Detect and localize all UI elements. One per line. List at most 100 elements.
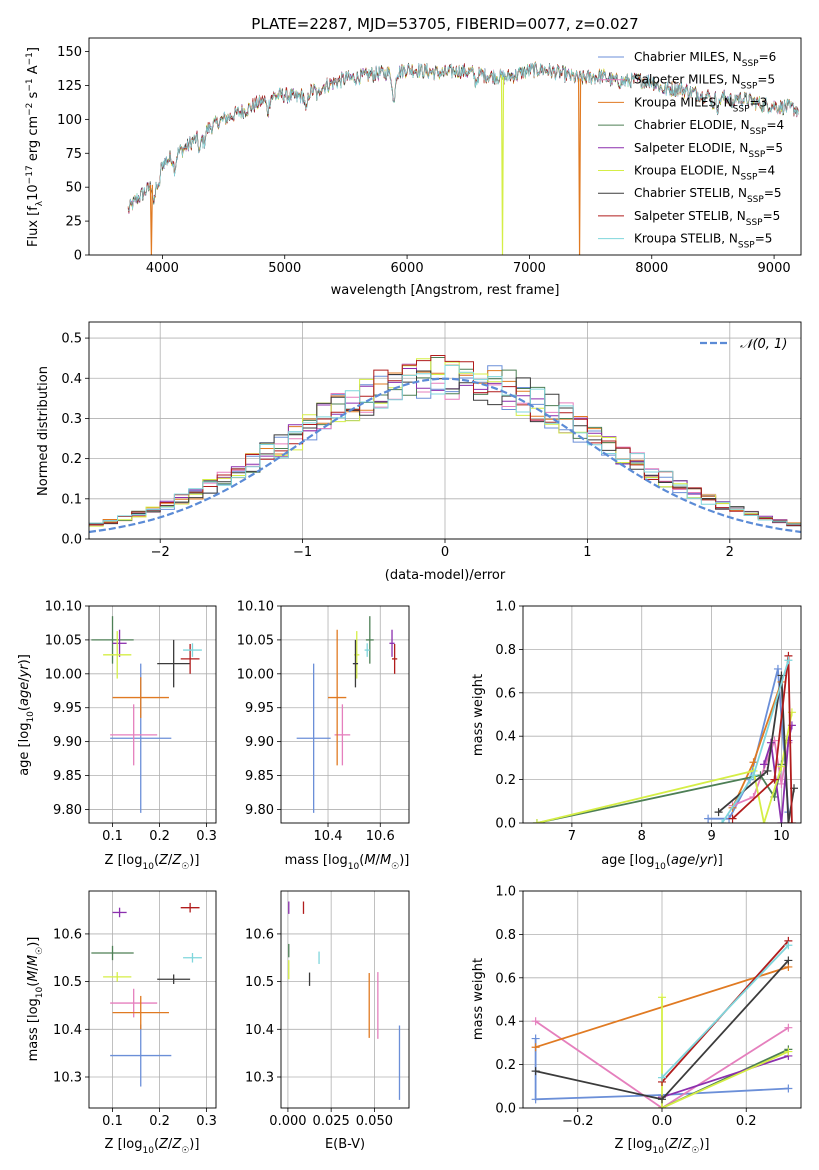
label-part: )] <box>17 654 32 664</box>
legend-label: Chabrier ELODIE, NSSP=4 <box>634 118 784 137</box>
errorbar-point <box>364 643 370 657</box>
label-part: ] <box>26 47 41 52</box>
axes-age_vs_Z: 0.1 0.2 0.3 9.80 9.85 9.90 9.95 10.00 10.05 10.10… <box>17 600 217 873</box>
label-part: =4 <box>757 164 775 178</box>
errorbar-point <box>91 945 134 961</box>
label-part: )] <box>26 937 41 947</box>
axes-frame <box>88 605 217 824</box>
label-part: age [log <box>17 723 32 776</box>
weight-marker <box>714 808 723 817</box>
label-part: )] <box>189 853 199 868</box>
tick-label-y: 0.2 <box>61 452 82 467</box>
label-part: =5 <box>755 232 773 246</box>
errorbar-point <box>183 643 202 657</box>
label-part: ( <box>359 853 364 868</box>
tick-label-y: 25 <box>65 215 82 230</box>
label-part: SSP <box>738 241 755 251</box>
label-part: s <box>26 91 41 102</box>
weight-marker <box>784 819 793 823</box>
label-part: SSP <box>733 104 750 114</box>
tick-label-x: 0.1 <box>102 1114 123 1129</box>
tick-label-x: 8 <box>638 829 646 844</box>
weight-marker <box>658 1073 666 1082</box>
tick-label-y: 0.6 <box>495 686 516 701</box>
label-part: )] <box>189 1137 199 1152</box>
tick-label-x: 10.4 <box>314 829 343 844</box>
errorbar-point <box>183 953 202 963</box>
weight-marker <box>784 956 793 965</box>
axes-frame <box>280 605 410 824</box>
tick-label-x: 0 <box>441 545 449 560</box>
label-part: age <box>671 853 695 868</box>
weight-marker <box>531 1043 540 1052</box>
label-part: Salpeter MILES, N <box>634 73 741 87</box>
label-part: =5 <box>765 141 783 155</box>
tick-label-y: 0.4 <box>495 1015 516 1030</box>
label-part: Chabrier STELIB, N <box>634 186 747 200</box>
label-part: Salpeter STELIB, N <box>634 209 746 223</box>
tick-label-x: 0.3 <box>196 1114 217 1129</box>
spectrum-dropout <box>500 77 505 255</box>
label-part: Z <box>681 1137 692 1152</box>
axes-weights_vs_Z: −0.2 0.0 0.20.00.20.40.60.81.0Z [log10(Z/Z… <box>471 885 802 1156</box>
label-part: 10 <box>142 862 154 872</box>
legend-label: Chabrier STELIB, NSSP=5 <box>634 186 782 205</box>
errorbar-point <box>328 629 347 766</box>
axes-mass_vs_Z: 0.1 0.2 0.310.310.410.510.6Z [log10(Z/Z☉)]… <box>26 890 217 1156</box>
tick-label-y: 0.2 <box>495 773 516 788</box>
tick-label-y: 0.5 <box>61 332 82 347</box>
plot-area-mass_vs_EBV <box>288 901 401 1100</box>
tick-label-y: 100 <box>57 113 82 128</box>
tick-label-x: 9 <box>707 829 715 844</box>
tick-label-y: 10.4 <box>245 1023 274 1038</box>
tick-label-y: 0.4 <box>61 372 82 387</box>
errorbar-point <box>157 974 191 984</box>
label-part: A <box>26 65 41 78</box>
figure-title: PLATE=2287, MJD=53705, FIBERID=0077, z=0… <box>251 15 638 33</box>
axes-residuals: −2 −1 0 1 2 0.0 0.1 0.2 0.3 0.4 0.5 (data-model)/er… <box>36 321 802 583</box>
label-part: =3 <box>750 95 768 109</box>
weight-marker <box>532 819 541 823</box>
label-part: 10 <box>654 862 666 872</box>
label-part: 10 <box>26 184 41 201</box>
tick-label-y: 10.10 <box>237 600 274 615</box>
weight-marker <box>763 766 772 775</box>
plot-layer: 4000 5000 6000 7000 8000 90000255075100125150… <box>17 37 802 1156</box>
label-part: ( <box>154 1137 159 1152</box>
tick-label-x: 5000 <box>268 261 301 276</box>
tick-label-y: 9.90 <box>245 735 274 750</box>
errorbar-point <box>103 972 132 982</box>
label-part: =6 <box>759 50 777 64</box>
axes-frame <box>280 890 410 1109</box>
tick-label-x: 0.000 <box>269 1114 306 1129</box>
tick-label-x: 7000 <box>513 261 546 276</box>
label-part: erg cm <box>26 116 41 165</box>
axis-label-y: mass weight <box>471 674 486 756</box>
label-part: / <box>678 1137 683 1152</box>
tick-label-y: 10.4 <box>53 1023 82 1038</box>
tick-label-x: −1 <box>293 545 312 560</box>
tick-label-y: 9.95 <box>53 701 82 716</box>
tick-label-y: 10.10 <box>45 600 82 615</box>
label-part: −1 <box>25 52 35 65</box>
label-part: mass [log <box>285 853 348 868</box>
label-part: ( <box>154 853 159 868</box>
label-part: λ <box>35 200 45 206</box>
label-part: / <box>376 853 381 868</box>
tick-label-y: 150 <box>57 45 82 60</box>
tick-label-x: 6000 <box>391 261 424 276</box>
label-part: ☉ <box>691 1146 699 1156</box>
label-part: SSP <box>741 82 758 92</box>
tick-label-y: 50 <box>65 181 82 196</box>
weight-marker <box>658 1104 666 1108</box>
tick-label-y: 0 <box>74 249 82 264</box>
tick-label-x: 4000 <box>146 261 179 276</box>
tick-label-y: 0.1 <box>61 492 82 507</box>
errorbar-point <box>110 1024 172 1087</box>
tick-label-y: 1.0 <box>495 600 516 615</box>
label-part: Kroupa ELODIE, N <box>634 164 741 178</box>
axis-label-x: age [log10(age/yr)] <box>601 853 723 872</box>
normal-curve <box>89 377 801 534</box>
label-part: M <box>380 853 391 868</box>
